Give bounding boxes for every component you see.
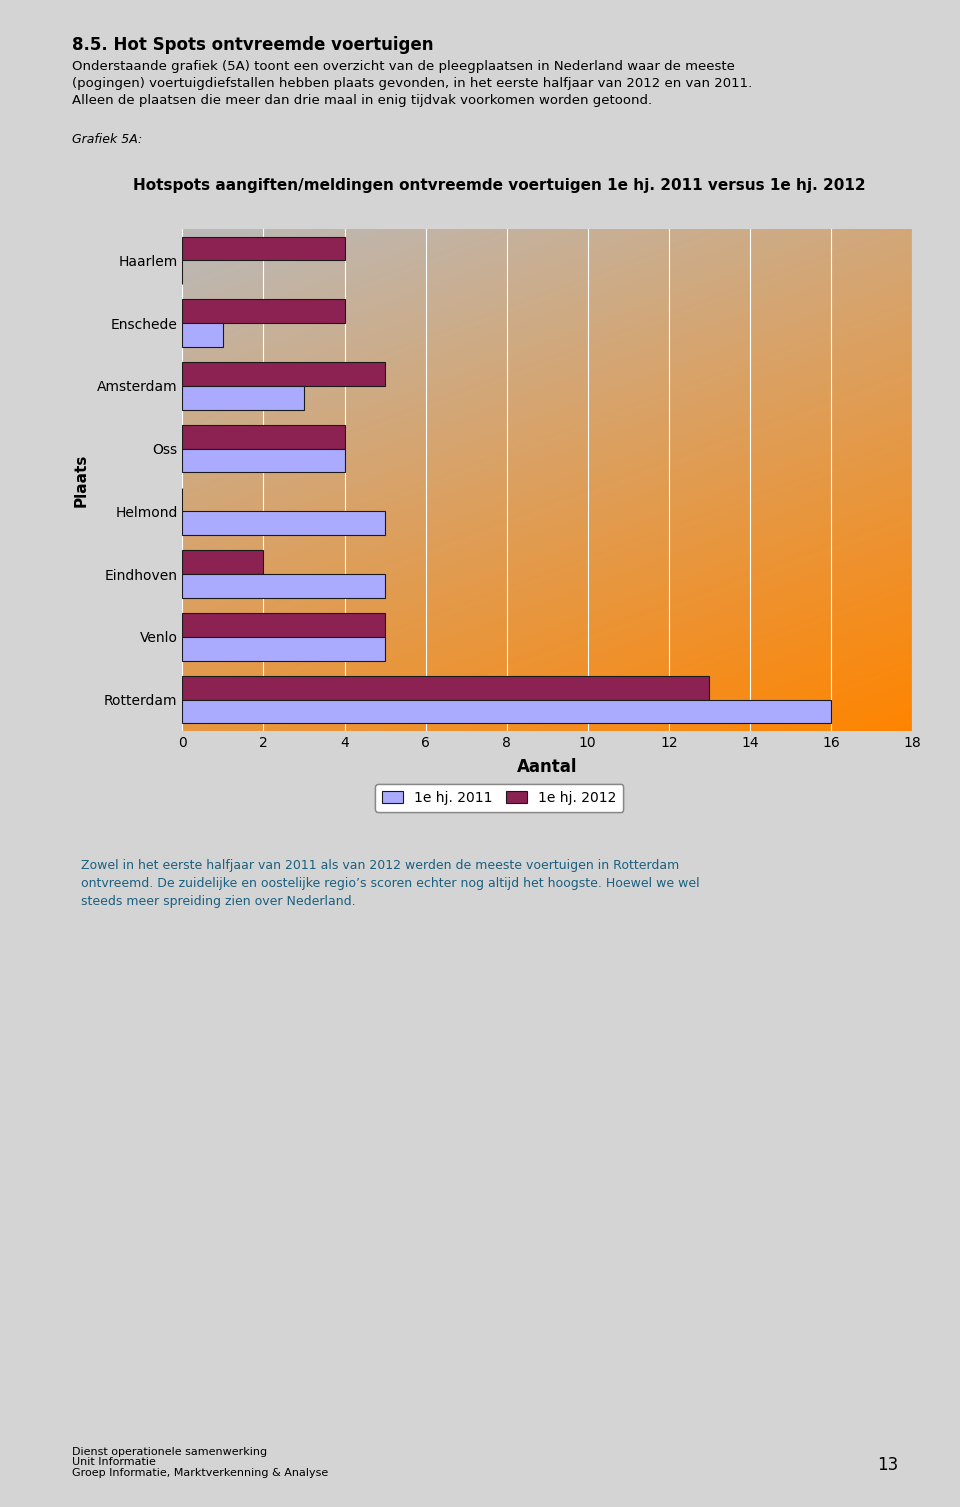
Text: Dienst operationele samenwerking: Dienst operationele samenwerking [72,1447,267,1457]
Bar [182,613,385,637]
Bar [182,574,385,598]
Text: Hotspots aangiften/meldingen ontvreemde voertuigen 1e hj. 2011 versus 1e hj. 201: Hotspots aangiften/meldingen ontvreemde … [132,178,866,193]
Bar [182,699,831,723]
Bar [182,386,304,410]
Bar [182,550,263,574]
Bar [182,637,385,660]
Text: Groep Informatie, Marktverkenning & Analyse: Groep Informatie, Marktverkenning & Anal… [72,1468,328,1478]
Y-axis label: Plaats: Plaats [74,454,88,506]
Text: Unit Informatie: Unit Informatie [72,1457,156,1468]
Legend: 1e hj. 2011, 1e hj. 2012: 1e hj. 2011, 1e hj. 2012 [375,784,623,812]
X-axis label: Aantal: Aantal [516,758,578,776]
Text: Onderstaande grafiek (5A) toont een overzicht van de pleegplaatsen in Nederland : Onderstaande grafiek (5A) toont een over… [72,60,753,107]
Bar [182,425,345,449]
Bar [182,322,223,347]
Bar [182,362,385,386]
Bar [182,511,385,535]
Text: Zowel in het eerste halfjaar van 2011 als van 2012 werden de meeste voertuigen i: Zowel in het eerste halfjaar van 2011 al… [81,859,699,909]
Bar [182,237,345,261]
Bar [182,675,709,699]
Bar [182,300,345,322]
Text: 13: 13 [877,1456,899,1474]
Bar [182,449,345,473]
Text: Grafiek 5A:: Grafiek 5A: [72,133,142,146]
Text: 8.5. Hot Spots ontvreemde voertuigen: 8.5. Hot Spots ontvreemde voertuigen [72,36,434,54]
